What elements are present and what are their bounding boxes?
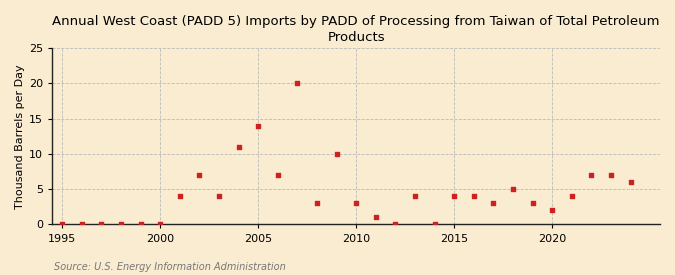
Point [429,222,440,227]
Point [76,222,87,227]
Point [135,222,146,227]
Point [468,194,479,199]
Point [155,222,165,227]
Point [449,194,460,199]
Point [115,222,126,227]
Point [57,222,68,227]
Y-axis label: Thousand Barrels per Day: Thousand Barrels per Day [15,64,25,208]
Text: Source: U.S. Energy Information Administration: Source: U.S. Energy Information Administ… [54,262,286,272]
Point [605,173,616,177]
Point [331,152,342,156]
Point [390,222,401,227]
Point [371,215,381,220]
Point [252,123,263,128]
Point [272,173,283,177]
Point [292,81,303,86]
Title: Annual West Coast (PADD 5) Imports by PADD of Processing from Taiwan of Total Pe: Annual West Coast (PADD 5) Imports by PA… [53,15,660,44]
Point [351,201,362,205]
Point [625,180,636,184]
Point [566,194,577,199]
Point [233,145,244,149]
Point [586,173,597,177]
Point [213,194,224,199]
Point [174,194,185,199]
Point [508,187,518,191]
Point [194,173,205,177]
Point [312,201,323,205]
Point [488,201,499,205]
Point [410,194,421,199]
Point [547,208,558,213]
Point [96,222,107,227]
Point [527,201,538,205]
